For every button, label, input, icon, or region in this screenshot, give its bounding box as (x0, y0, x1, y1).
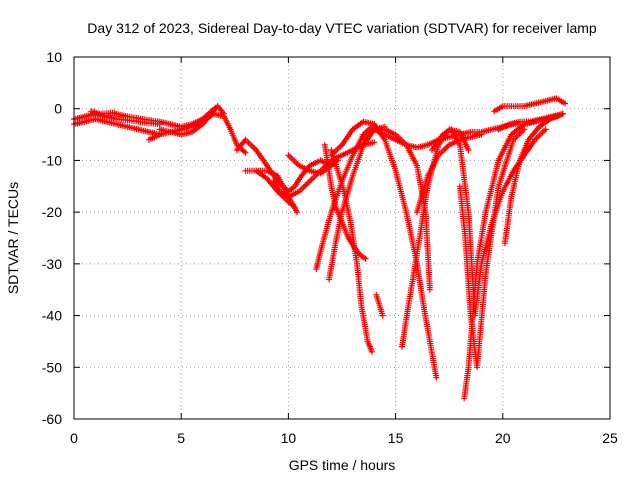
plus-markers (461, 118, 538, 402)
plus-markers (328, 118, 440, 381)
x-tick-label: 10 (281, 430, 297, 446)
plus-markers (495, 110, 566, 133)
y-tick-label: 10 (46, 49, 62, 65)
series-track-p (328, 118, 440, 381)
series-track-w (461, 118, 538, 402)
x-tick-label: 15 (388, 430, 404, 446)
plus-markers (313, 121, 378, 272)
series-track-z (495, 110, 566, 133)
plot-frame (73, 56, 611, 420)
y-tick-label: -40 (42, 308, 62, 324)
series-track-m (313, 121, 378, 272)
series-track-u (429, 126, 549, 319)
axis-ticks: 0 5 10 15 20 25 10 0 -10 -20 -30 -40 -50 -60 (42, 49, 618, 446)
plus-markers (146, 110, 249, 156)
x-tick-label: 5 (177, 430, 185, 446)
chart-title: Day 312 of 2023, Sidereal Day-to-day VTE… (87, 20, 597, 36)
y-axis-label: SDTVAR / TECUs (5, 182, 21, 294)
y-tick-label: -60 (42, 411, 62, 427)
y-tick-label: -20 (42, 204, 62, 220)
data-marks (71, 95, 568, 402)
plus-markers (429, 126, 549, 319)
series-track-y (491, 95, 568, 115)
x-tick-label: 20 (495, 430, 511, 446)
plus-markers (373, 291, 386, 319)
x-axis-label: GPS time / hours (289, 457, 396, 473)
y-tick-label: -50 (42, 359, 62, 375)
plus-markers (491, 95, 568, 115)
y-tick-label: 0 (54, 101, 62, 117)
series-track-o (373, 291, 386, 319)
series-track-e (146, 110, 249, 156)
grid-lines (74, 57, 610, 419)
y-tick-label: -10 (42, 152, 62, 168)
x-tick-label: 25 (602, 430, 618, 446)
y-tick-label: -30 (42, 256, 62, 272)
x-tick-label: 0 (70, 430, 78, 446)
